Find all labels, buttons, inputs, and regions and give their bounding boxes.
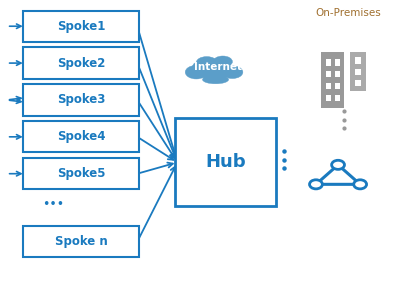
Circle shape <box>332 160 345 169</box>
FancyBboxPatch shape <box>23 84 139 115</box>
Bar <box>335 95 340 101</box>
Bar <box>326 83 331 89</box>
Bar <box>326 95 331 101</box>
Bar <box>351 52 366 91</box>
Bar <box>326 59 331 66</box>
Text: Spoke2: Spoke2 <box>57 57 105 70</box>
Text: Spoke4: Spoke4 <box>57 130 105 143</box>
FancyBboxPatch shape <box>23 158 139 189</box>
Ellipse shape <box>222 66 243 79</box>
Bar <box>335 59 340 66</box>
Ellipse shape <box>197 61 231 80</box>
FancyBboxPatch shape <box>23 121 139 152</box>
Circle shape <box>310 180 322 189</box>
FancyBboxPatch shape <box>23 11 139 42</box>
Ellipse shape <box>213 56 233 67</box>
Ellipse shape <box>193 62 208 72</box>
Text: Spoke n: Spoke n <box>55 235 107 248</box>
Bar <box>355 80 361 86</box>
Bar <box>355 68 361 75</box>
Text: Spoke5: Spoke5 <box>57 167 105 180</box>
Ellipse shape <box>185 65 207 79</box>
Text: Internet: Internet <box>193 62 241 72</box>
Ellipse shape <box>202 75 229 84</box>
Text: •••: ••• <box>42 198 64 211</box>
Text: Hub: Hub <box>205 153 246 171</box>
Text: On-Premises: On-Premises <box>315 9 381 19</box>
Bar <box>355 57 361 64</box>
FancyBboxPatch shape <box>23 48 139 79</box>
Text: Spoke3: Spoke3 <box>57 93 105 107</box>
Ellipse shape <box>196 56 217 68</box>
Bar <box>326 71 331 78</box>
FancyBboxPatch shape <box>175 118 276 206</box>
FancyBboxPatch shape <box>23 226 139 257</box>
Bar <box>321 52 345 109</box>
Text: Spoke1: Spoke1 <box>57 20 105 33</box>
Bar <box>335 83 340 89</box>
Circle shape <box>354 180 367 189</box>
Bar <box>335 71 340 78</box>
